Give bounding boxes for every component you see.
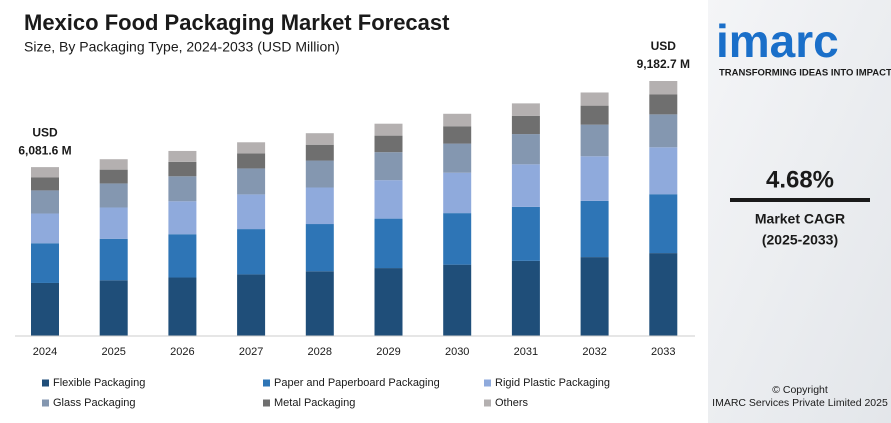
- legend-swatch: [42, 399, 49, 407]
- bar-segment: [168, 277, 197, 336]
- x-tick-label: 2027: [239, 346, 263, 358]
- bar-segment: [580, 124, 609, 157]
- bar-segment: [580, 156, 609, 201]
- bar-segment: [168, 161, 197, 177]
- bar-segment: [305, 160, 334, 188]
- bar-segment: [237, 229, 266, 275]
- bar-segment: [374, 268, 403, 336]
- bar-segment: [649, 81, 678, 95]
- annotation-currency: USD: [651, 39, 677, 53]
- cagr-label: Market CAGR: [755, 211, 845, 227]
- x-tick-label: 2033: [651, 346, 675, 358]
- bar-segment: [374, 218, 403, 269]
- x-tick-label: 2028: [308, 346, 332, 358]
- copyright-owner: IMARC Services Private Limited 2025: [712, 397, 888, 409]
- bar-segment: [649, 147, 678, 195]
- divider: [730, 198, 870, 202]
- legend-label: Others: [495, 397, 529, 409]
- bar-segment: [99, 183, 128, 208]
- bar-segment: [31, 177, 59, 191]
- bar-segment: [99, 238, 128, 281]
- bar-segment: [443, 264, 472, 336]
- x-tick-label: 2031: [514, 346, 538, 358]
- bar-segment: [99, 169, 128, 184]
- bar-segment: [511, 103, 540, 116]
- x-tick-label: 2025: [101, 346, 125, 358]
- x-tick-label: 2026: [170, 346, 194, 358]
- bar-segment: [99, 159, 128, 170]
- legend-label: Flexible Packaging: [53, 377, 145, 389]
- bar-segment: [305, 224, 334, 272]
- cagr-period: (2025-2033): [762, 232, 838, 248]
- bar-segment: [305, 133, 334, 145]
- legend-swatch: [484, 379, 491, 387]
- bar-segment: [237, 194, 266, 230]
- legend-swatch: [263, 399, 270, 407]
- bar-segment: [168, 150, 197, 162]
- bar-segment: [511, 134, 540, 165]
- x-tick-label: 2024: [33, 346, 57, 358]
- legend-label: Metal Packaging: [274, 397, 355, 409]
- bar-segment: [374, 152, 403, 181]
- cagr-value: 4.68%: [766, 166, 834, 193]
- bar-segment: [443, 172, 472, 214]
- bar-segment: [237, 168, 266, 195]
- bar-segment: [374, 180, 403, 219]
- bar-segment: [443, 126, 472, 144]
- bar-segment: [443, 213, 472, 265]
- chart-title: Mexico Food Packaging Market Forecast: [24, 10, 450, 35]
- bar-segment: [99, 207, 128, 239]
- side-panel: [708, 0, 891, 423]
- bar-segment: [31, 243, 59, 283]
- legend-label: Glass Packaging: [53, 397, 136, 409]
- bar-segment: [237, 153, 266, 169]
- legend-swatch: [263, 379, 270, 387]
- bar-segment: [237, 274, 266, 336]
- bar-segment: [580, 200, 609, 258]
- legend-swatch: [42, 379, 49, 387]
- bar-segment: [31, 190, 59, 214]
- bar-segment: [580, 92, 609, 106]
- bar-segment: [168, 176, 197, 202]
- legend-swatch: [484, 399, 491, 407]
- annotation-total: 6,081.6 M: [18, 143, 71, 157]
- annotation-currency: USD: [32, 125, 58, 139]
- bar-segment: [511, 115, 540, 135]
- bar-segment: [649, 194, 678, 254]
- bar-segment: [168, 234, 197, 278]
- bar-segment: [649, 94, 678, 115]
- bar-segment: [443, 143, 472, 173]
- bar-segment: [31, 167, 59, 178]
- bar-segment: [511, 164, 540, 207]
- bar-segment: [168, 201, 197, 235]
- legend-label: Paper and Paperboard Packaging: [274, 377, 440, 389]
- bar-segment: [305, 271, 334, 336]
- copyright: © Copyright: [772, 384, 828, 396]
- x-tick-label: 2032: [582, 346, 606, 358]
- bar-segment: [649, 114, 678, 148]
- bar-segment: [237, 142, 266, 154]
- bar-segment: [511, 260, 540, 336]
- logo: imarc: [716, 15, 839, 67]
- bar-segment: [443, 113, 472, 127]
- logo-tagline: TRANSFORMING IDEAS INTO IMPACT: [719, 68, 891, 79]
- chart-subtitle: Size, By Packaging Type, 2024-2033 (USD …: [24, 39, 340, 55]
- bar-segment: [305, 187, 334, 225]
- x-tick-label: 2030: [445, 346, 469, 358]
- bar-segment: [511, 206, 540, 261]
- legend-label: Rigid Plastic Packaging: [495, 377, 610, 389]
- bar-segment: [31, 282, 59, 336]
- bar-segment: [580, 257, 609, 336]
- annotation-total: 9,182.7 M: [637, 57, 690, 71]
- bar-segment: [374, 123, 403, 136]
- bar-segment: [580, 105, 609, 125]
- bar-segment: [305, 144, 334, 161]
- bar-segment: [649, 253, 678, 336]
- bar-segment: [31, 213, 59, 244]
- bar-segment: [374, 135, 403, 153]
- x-tick-label: 2029: [376, 346, 400, 358]
- bar-segment: [99, 280, 128, 336]
